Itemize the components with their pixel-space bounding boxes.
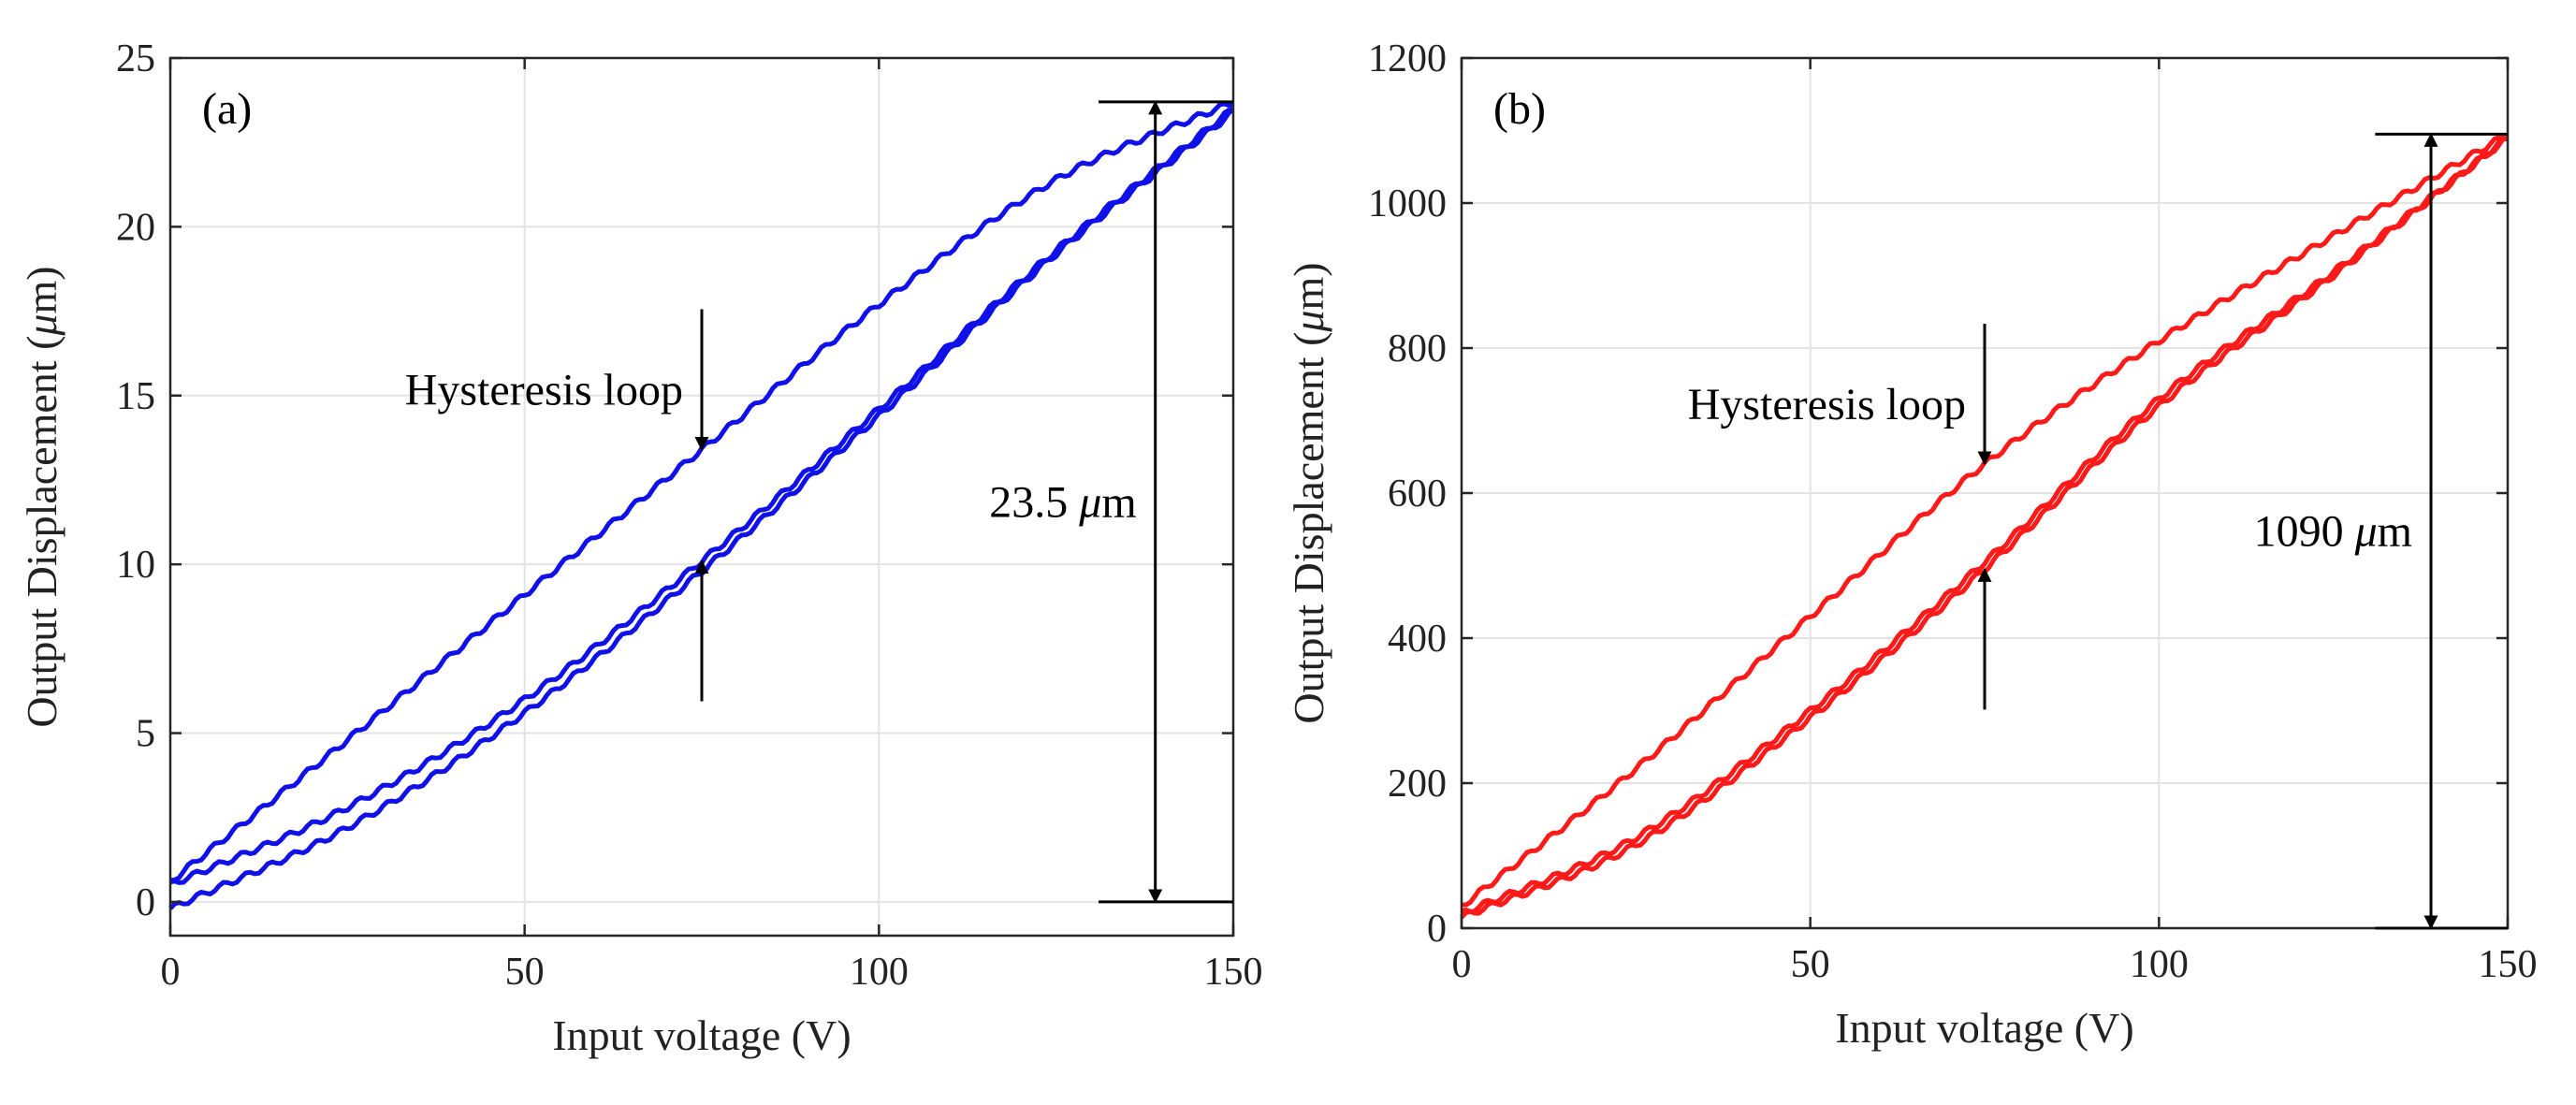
y-tick-label: 0 xyxy=(1427,908,1447,951)
y-axis-label-b: Output Displacement (μm) xyxy=(1285,262,1332,723)
series-line xyxy=(1461,137,2508,914)
y-tick-label: 600 xyxy=(1388,473,1447,516)
y-tick-label: 800 xyxy=(1388,327,1447,371)
x-tick-label: 0 xyxy=(1452,943,1472,986)
chart-panel-a: 0 50 100 150 0 5 10 15 20 25 Input voltage (V) Ou… xyxy=(18,37,1263,1059)
range-label-a: 23.5 μm xyxy=(989,477,1136,527)
y-tick-label: 1200 xyxy=(1368,37,1447,80)
y-tick-label: 25 xyxy=(116,37,155,80)
y-tick-label: 15 xyxy=(116,375,155,418)
y-tick-label: 10 xyxy=(116,544,155,587)
y-tick-label: 0 xyxy=(136,881,155,924)
x-axis-label-b: Input voltage (V) xyxy=(1835,1004,2133,1052)
x-tick-label: 100 xyxy=(2130,943,2189,986)
x-tick-label: 150 xyxy=(2479,943,2538,986)
x-tick-label: 150 xyxy=(1204,951,1263,994)
panel-label-b: (b) xyxy=(1493,84,1546,134)
x-tick-label: 50 xyxy=(1791,943,1830,986)
chart-panel-b: 0 50 100 150 0 200 400 600 800 1000 1200 Input vol… xyxy=(1285,37,2538,1052)
hysteresis-label-b: Hysteresis loop xyxy=(1688,380,1966,429)
y-tick-label: 400 xyxy=(1388,618,1447,661)
y-tick-label: 5 xyxy=(136,713,155,756)
y-axis-label-a: Output Displacement (μm) xyxy=(18,266,65,727)
y-tick-label: 1000 xyxy=(1368,182,1447,225)
plot-frame-a xyxy=(168,56,1235,938)
x-tick-label: 50 xyxy=(505,951,545,994)
x-axis-label-a: Input voltage (V) xyxy=(552,1011,851,1059)
y-tick-label: 20 xyxy=(116,206,155,249)
x-tick-label: 0 xyxy=(161,951,181,994)
hysteresis-label-a: Hysteresis loop xyxy=(405,365,683,414)
panel-label-a: (a) xyxy=(202,84,252,134)
range-label-b: 1090 μm xyxy=(2254,507,2412,557)
x-tick-label: 100 xyxy=(850,951,909,994)
y-tick-label: 200 xyxy=(1388,763,1447,806)
